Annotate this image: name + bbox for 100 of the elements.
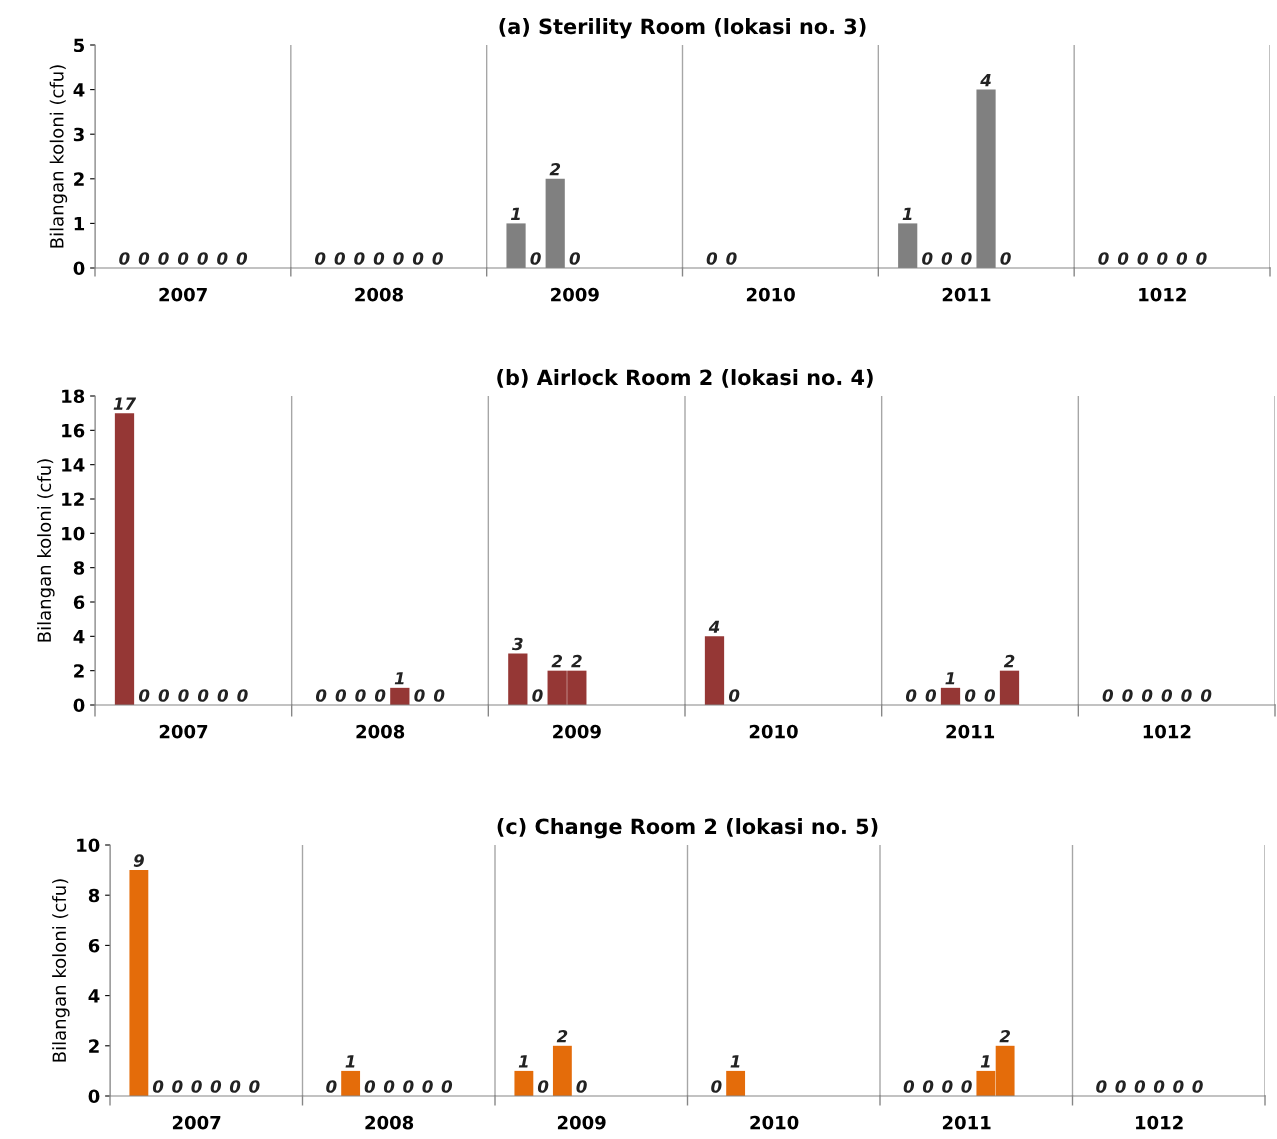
data-label: 0	[922, 1080, 934, 1093]
data-label: 0	[152, 1080, 164, 1093]
x-tick-label: 2009	[553, 724, 601, 739]
data-label: 0	[964, 689, 976, 702]
data-label: 0	[1161, 689, 1173, 702]
bar	[940, 687, 961, 705]
data-label: 0	[403, 1080, 414, 1093]
data-label: 0	[1181, 689, 1192, 702]
data-label: 0	[1200, 689, 1212, 702]
data-label: 0	[217, 689, 229, 702]
data-label: 0	[158, 689, 170, 702]
y-tick-label: 2	[74, 172, 84, 186]
y-tick-label: 14	[62, 458, 85, 472]
data-label: 0	[1153, 1080, 1165, 1093]
data-label: 0	[903, 1080, 915, 1093]
data-label: 0	[1000, 252, 1011, 265]
data-label: 1	[518, 1055, 528, 1068]
data-label: 2	[556, 1029, 568, 1043]
x-tick-label: 2007	[172, 1115, 221, 1130]
data-label: 1	[902, 207, 912, 220]
data-label: 2	[571, 654, 582, 668]
data-label: 0	[441, 1080, 453, 1093]
data-label: 0	[138, 252, 150, 265]
data-label: 1	[345, 1055, 355, 1068]
data-label: 2	[551, 654, 563, 668]
data-label: 0	[119, 252, 130, 265]
data-label: 0	[1098, 252, 1109, 265]
data-label: 0	[197, 689, 209, 702]
x-tick-label: 2011	[942, 287, 991, 302]
y-tick-label: 18	[62, 389, 85, 404]
data-label: 0	[197, 252, 208, 265]
data-label: 0	[217, 252, 228, 265]
y-axis-title: Bilangan koloni (cfu)	[49, 65, 68, 248]
x-tick-label: 2011	[942, 1115, 991, 1130]
x-tick-label: 2007	[159, 287, 207, 302]
data-label: 0	[422, 1080, 433, 1093]
bar	[704, 636, 725, 705]
data-label: 0	[1157, 252, 1168, 265]
data-label: 0	[315, 689, 327, 702]
bar	[129, 870, 149, 1096]
data-label: 0	[383, 1080, 395, 1093]
data-label: 0	[1096, 1080, 1107, 1093]
data-label: 1	[394, 672, 404, 685]
y-tick-label: 10	[62, 526, 85, 541]
data-label: 0	[1134, 1080, 1146, 1093]
data-label: 2	[549, 162, 561, 176]
data-label: 0	[373, 252, 385, 265]
y-tick-label: 8	[88, 888, 100, 903]
data-label: 0	[569, 252, 580, 265]
x-tick-label: 2007	[159, 724, 208, 739]
data-label: 0	[961, 252, 972, 265]
data-label: 0	[335, 689, 347, 702]
x-tick-label: 1012	[1143, 724, 1191, 739]
data-label: 0	[576, 1080, 587, 1093]
data-label: 0	[1137, 252, 1148, 265]
data-label: 0	[237, 689, 248, 702]
data-label: 0	[1176, 252, 1188, 265]
y-tick-label: 3	[73, 127, 84, 142]
bar	[508, 653, 528, 705]
data-label: 0	[432, 252, 443, 265]
x-tick-label: 2010	[750, 1115, 799, 1130]
y-tick-label: 5	[74, 38, 85, 53]
data-label: 0	[1122, 689, 1133, 702]
data-label: 0	[334, 252, 345, 265]
y-tick-label: 8	[73, 561, 85, 575]
data-label: 0	[1141, 689, 1153, 702]
data-label: 17	[113, 397, 137, 410]
data-label: 2	[999, 1029, 1010, 1043]
chart-title: (b) Airlock Room 2 (lokasi no. 4)	[497, 369, 873, 388]
x-tick-label: 1012	[1139, 287, 1186, 302]
data-label: 0	[530, 252, 541, 265]
x-tick-label: 2010	[746, 287, 795, 302]
x-tick-label: 2011	[946, 724, 995, 739]
data-label: 0	[728, 689, 740, 702]
bar	[514, 1070, 534, 1096]
data-label: 0	[412, 252, 424, 265]
data-label: 0	[249, 1080, 260, 1093]
x-tick-label: 2008	[355, 287, 403, 302]
bar	[726, 1070, 746, 1096]
data-label: 0	[374, 689, 386, 702]
data-label: 3	[512, 637, 523, 651]
data-label: 0	[984, 689, 996, 702]
y-axis-title: Bilangan koloni (cfu)	[37, 459, 55, 642]
y-tick-label: 2	[74, 664, 84, 678]
chart-title: (a) Sterility Room (lokasi no. 3)	[499, 18, 866, 39]
x-tick-label: 1012	[1136, 1115, 1183, 1130]
data-label: 0	[532, 689, 543, 702]
data-label: 0	[326, 1080, 337, 1093]
y-tick-label: 0	[88, 1089, 100, 1104]
y-tick-label: 2	[89, 1039, 99, 1053]
data-label: 0	[229, 1080, 241, 1093]
data-label: 0	[315, 252, 326, 265]
data-label: 0	[942, 1080, 953, 1093]
data-label: 0	[1192, 1080, 1203, 1093]
bar	[999, 670, 1020, 705]
data-label: 0	[178, 689, 189, 702]
data-label: 0	[711, 1080, 722, 1093]
data-label: 0	[355, 689, 366, 702]
data-label: 0	[726, 252, 737, 265]
x-tick-label: 2009	[557, 1115, 606, 1130]
